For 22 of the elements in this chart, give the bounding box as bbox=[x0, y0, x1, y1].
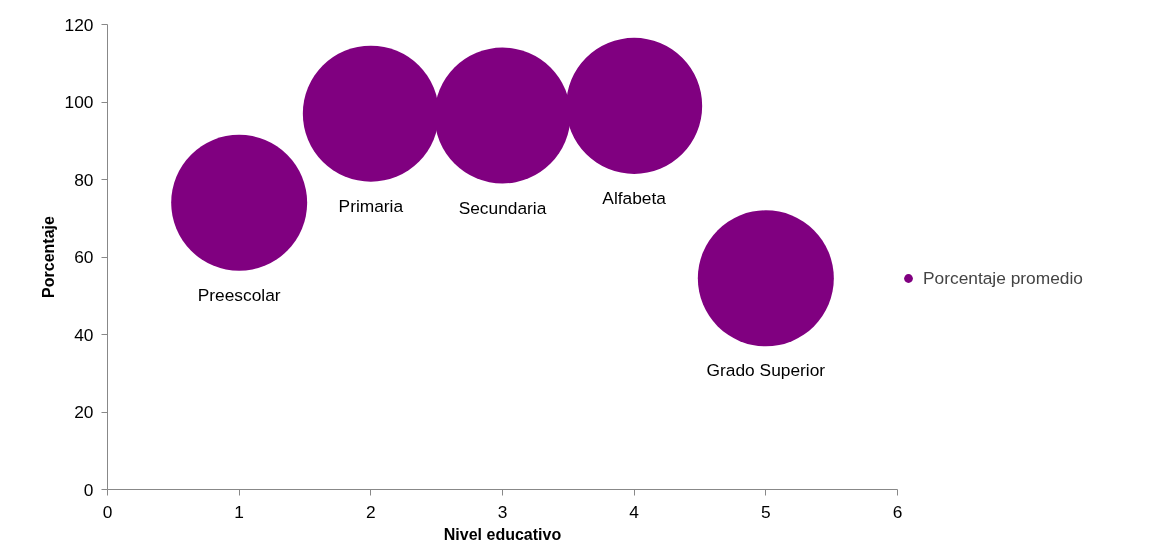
x-tick-label: 6 bbox=[892, 501, 903, 522]
y-tick-label: 120 bbox=[64, 14, 94, 35]
y-axis-title: Porcentaje bbox=[39, 215, 57, 298]
data-label: Secundaria bbox=[458, 197, 547, 218]
y-tick-label: 60 bbox=[74, 247, 94, 267]
data-label: Primaria bbox=[338, 195, 404, 216]
x-tick-label: 5 bbox=[761, 501, 771, 522]
x-tick-label: 0 bbox=[102, 501, 113, 522]
y-tick-label: 20 bbox=[74, 402, 94, 422]
legend-label: Porcentaje promedio bbox=[923, 267, 1083, 289]
data-label: Grado Superior bbox=[706, 360, 826, 381]
data-label: Preescolar bbox=[197, 284, 281, 305]
x-tick-label: 2 bbox=[366, 501, 376, 522]
y-tick-label: 80 bbox=[74, 169, 94, 190]
y-tick-label: 100 bbox=[64, 92, 94, 112]
y-tick-label: 40 bbox=[74, 324, 94, 345]
x-axis-title: Nivel educativo bbox=[443, 525, 562, 543]
y-tick-label: 0 bbox=[83, 479, 94, 500]
x-tick-label: 4 bbox=[629, 501, 640, 522]
x-tick-label: 3 bbox=[497, 501, 508, 522]
data-label: Alfabeta bbox=[602, 187, 667, 208]
x-tick-label: 1 bbox=[234, 501, 244, 522]
